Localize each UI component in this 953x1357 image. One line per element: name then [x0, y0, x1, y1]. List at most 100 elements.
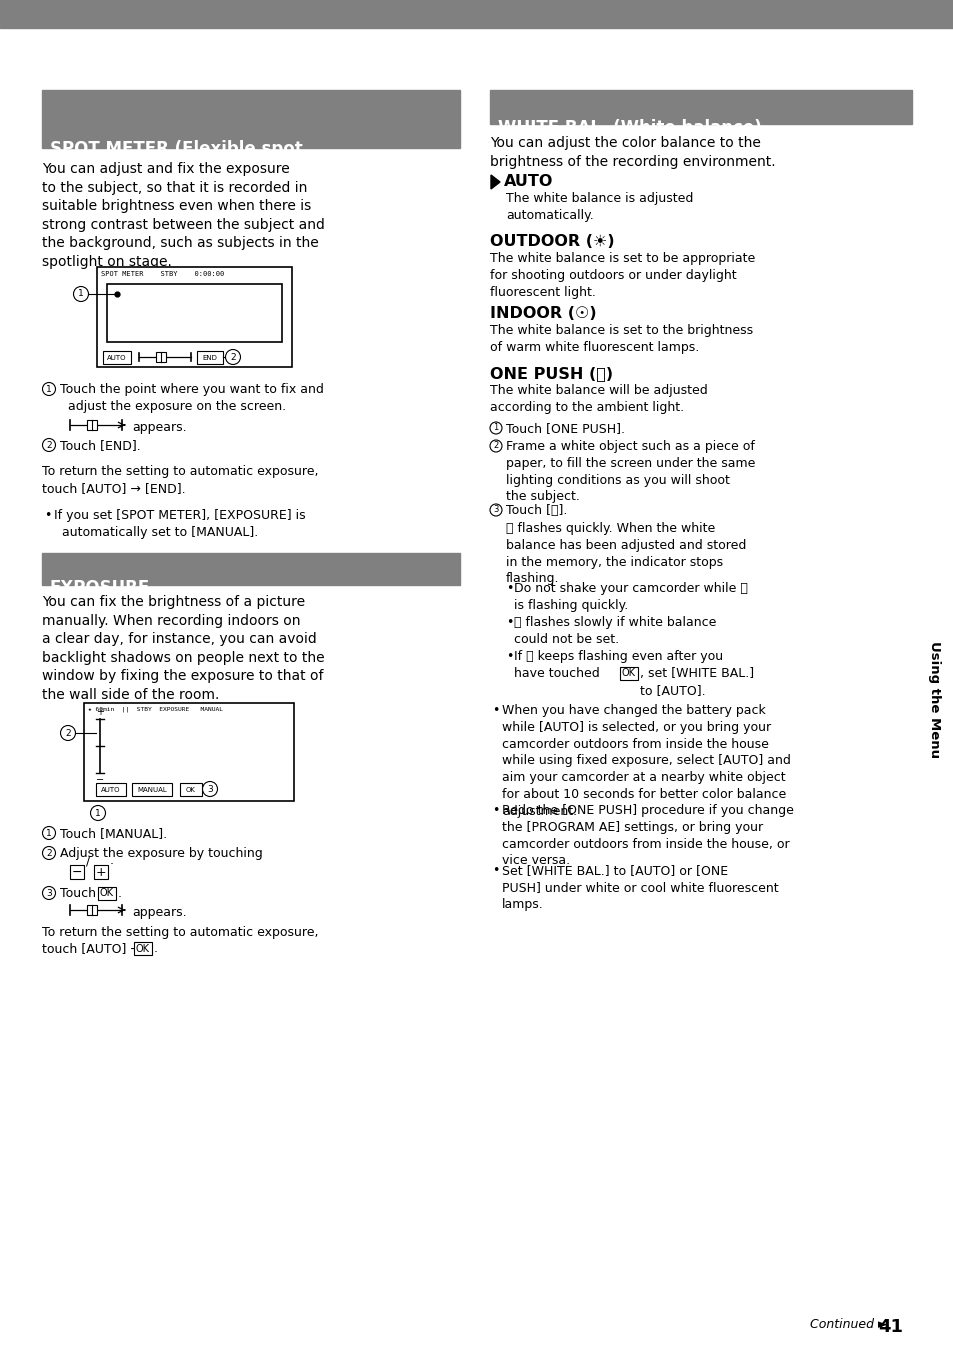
Text: 2: 2: [65, 729, 71, 737]
Text: •: •: [44, 509, 51, 522]
Text: SPOT METER (Flexible spot
meter): SPOT METER (Flexible spot meter): [50, 140, 302, 179]
Text: 2: 2: [46, 848, 51, 858]
Text: touch [AUTO] →: touch [AUTO] →: [42, 942, 141, 955]
Bar: [87, 421, 97, 430]
Text: +: +: [95, 866, 106, 878]
Text: Frame a white object such as a piece of
paper, to fill the screen under the same: Frame a white object such as a piece of …: [505, 440, 755, 503]
Text: 1: 1: [46, 384, 51, 394]
Bar: [97, 267, 292, 366]
Text: 1: 1: [78, 289, 84, 299]
Text: appears.: appears.: [132, 421, 187, 434]
Text: .: .: [118, 887, 122, 900]
Text: Adjust the exposure by touching: Adjust the exposure by touching: [60, 847, 262, 860]
Circle shape: [43, 383, 55, 395]
Text: To return the setting to automatic exposure,: To return the setting to automatic expos…: [42, 925, 318, 939]
Text: Touch [ONE PUSH].: Touch [ONE PUSH].: [505, 422, 624, 436]
Text: Set [WHITE BAL.] to [AUTO] or [ONE
PUSH] under white or cool white fluorescent
l: Set [WHITE BAL.] to [AUTO] or [ONE PUSH]…: [501, 864, 778, 911]
Bar: [103, 351, 131, 364]
Text: .: .: [153, 942, 158, 955]
Text: Touch [MANUAL].: Touch [MANUAL].: [60, 826, 167, 840]
Text: ★ 60min  ||  STBY  EXPOSURE   MANUAL: ★ 60min || STBY EXPOSURE MANUAL: [88, 707, 223, 712]
Text: OK: OK: [186, 787, 195, 792]
Text: 2: 2: [493, 441, 498, 451]
Text: Do not shake your camcorder while ⎙
is flashing quickly.: Do not shake your camcorder while ⎙ is f…: [514, 582, 747, 612]
Text: You can fix the brightness of a picture
manually. When recording indoors on
a cl: You can fix the brightness of a picture …: [42, 594, 324, 702]
Text: If ⎙ keeps flashing even after you
have touched: If ⎙ keeps flashing even after you have …: [514, 650, 722, 680]
Text: OK: OK: [136, 943, 150, 954]
Text: OK: OK: [621, 669, 636, 678]
Circle shape: [225, 350, 240, 365]
Circle shape: [202, 782, 217, 797]
Bar: [98, 887, 116, 900]
Text: Touch [⎙].: Touch [⎙].: [505, 503, 567, 517]
Bar: [0, 0, 953, 28]
Circle shape: [490, 503, 501, 516]
Text: You can adjust and fix the exposure
to the subject, so that it is recorded in
su: You can adjust and fix the exposure to t…: [42, 161, 325, 269]
Text: 2: 2: [46, 441, 51, 449]
Circle shape: [43, 847, 55, 859]
Text: .: .: [110, 854, 113, 867]
Text: Touch: Touch: [60, 887, 96, 900]
Text: ONE PUSH (⎙): ONE PUSH (⎙): [490, 366, 613, 381]
Text: Touch [END].: Touch [END].: [60, 440, 141, 452]
Text: If you set [SPOT METER], [EXPOSURE] is
  automatically set to [MANUAL].: If you set [SPOT METER], [EXPOSURE] is a…: [54, 509, 305, 539]
Text: −: −: [96, 775, 104, 784]
Bar: [156, 351, 166, 362]
Text: 3: 3: [493, 506, 498, 514]
Text: Redo the [ONE PUSH] procedure if you change
the [PROGRAM AE] settings, or bring : Redo the [ONE PUSH] procedure if you cha…: [501, 803, 793, 867]
Bar: [619, 668, 638, 680]
Circle shape: [43, 438, 55, 452]
Text: MANUAL: MANUAL: [137, 787, 167, 792]
Bar: [70, 864, 84, 879]
Text: 3: 3: [207, 784, 213, 794]
Text: When you have changed the battery pack
while [AUTO] is selected, or you bring yo: When you have changed the battery pack w…: [501, 704, 790, 818]
Text: •: •: [505, 616, 513, 630]
Bar: [84, 703, 294, 801]
Circle shape: [91, 806, 106, 821]
Bar: [96, 783, 126, 797]
Text: Continued ►: Continued ►: [809, 1318, 886, 1331]
Text: 1: 1: [95, 809, 101, 817]
Text: EXPOSURE: EXPOSURE: [50, 579, 150, 597]
Polygon shape: [491, 175, 499, 189]
Text: The white balance will be adjusted
according to the ambient light.: The white balance will be adjusted accor…: [490, 384, 707, 414]
Text: +: +: [96, 707, 104, 716]
Bar: [42, 90, 459, 148]
Text: END: END: [202, 354, 217, 361]
Text: The white balance is set to the brightness
of warm white fluorescent lamps.: The white balance is set to the brightne…: [490, 324, 752, 354]
Bar: [94, 864, 108, 879]
Text: To return the setting to automatic exposure,
touch [AUTO] → [END].: To return the setting to automatic expos…: [42, 465, 318, 495]
Text: 2: 2: [230, 353, 235, 361]
Circle shape: [73, 286, 89, 301]
Bar: [196, 351, 223, 364]
Bar: [180, 783, 202, 797]
Text: 1: 1: [46, 829, 51, 837]
Text: Using the Menu: Using the Menu: [927, 642, 941, 759]
Text: 3: 3: [46, 889, 51, 897]
Text: AUTO: AUTO: [101, 787, 121, 792]
Text: •: •: [492, 864, 498, 877]
Text: , set [WHITE BAL.]
to [AUTO].: , set [WHITE BAL.] to [AUTO].: [639, 668, 753, 696]
Circle shape: [43, 886, 55, 900]
Text: OK: OK: [100, 889, 113, 898]
Text: SPOT METER    STBY    0:00:00: SPOT METER STBY 0:00:00: [101, 271, 224, 277]
Text: /: /: [86, 854, 91, 867]
Bar: [42, 554, 459, 585]
Bar: [107, 284, 282, 342]
Text: INDOOR (☉): INDOOR (☉): [490, 305, 596, 322]
Text: •: •: [492, 803, 498, 817]
Circle shape: [490, 422, 501, 434]
Text: 41: 41: [877, 1318, 902, 1337]
Text: You can adjust the color balance to the
brightness of the recording environment.: You can adjust the color balance to the …: [490, 136, 775, 168]
Text: 1: 1: [493, 423, 498, 433]
Bar: [490, 90, 911, 123]
Text: −: −: [71, 866, 82, 878]
Text: appears.: appears.: [132, 906, 187, 919]
Circle shape: [43, 826, 55, 840]
Text: •: •: [505, 582, 513, 594]
Bar: [132, 783, 172, 797]
Text: •: •: [492, 704, 498, 716]
Text: •: •: [505, 650, 513, 664]
Text: ⎙ flashes quickly. When the white
balance has been adjusted and stored
in the me: ⎙ flashes quickly. When the white balanc…: [505, 522, 745, 585]
Text: Touch the point where you want to fix and
  adjust the exposure on the screen.: Touch the point where you want to fix an…: [60, 383, 323, 413]
